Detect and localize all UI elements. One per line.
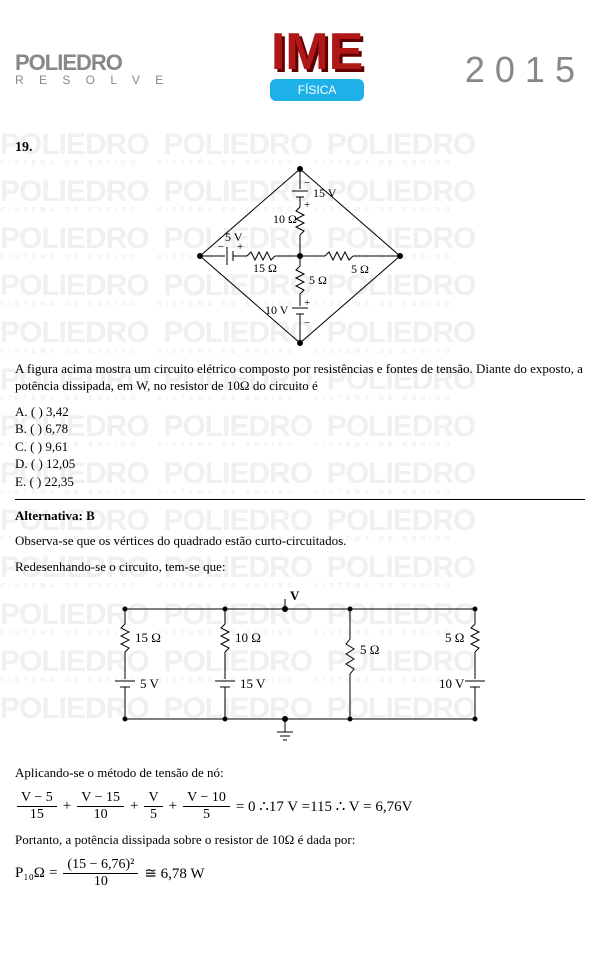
options-list: A. ( ) 3,42 B. ( ) 6,78 C. ( ) 9,61 D. (… <box>15 403 585 491</box>
option-e: E. ( ) 22,35 <box>15 473 585 491</box>
brand-logo: POLIEDRO R E S O L V E <box>15 53 169 87</box>
svg-text:V: V <box>290 588 300 603</box>
option-c: C. ( ) 9,61 <box>15 438 585 456</box>
question-text: A figura acima mostra um circuito elétri… <box>15 361 585 395</box>
svg-text:5 Ω: 5 Ω <box>351 262 369 276</box>
option-b: B. ( ) 6,78 <box>15 420 585 438</box>
ime-logo: IME <box>270 29 365 76</box>
svg-text:+: + <box>304 297 310 309</box>
svg-text:+: + <box>304 199 310 211</box>
svg-text:−: − <box>304 177 310 189</box>
svg-text:10 Ω: 10 Ω <box>273 212 297 226</box>
svg-text:5 Ω: 5 Ω <box>309 273 327 287</box>
power-equation: P₁₀Ω = (15 − 6,76)²10 ≅ 6,78 W <box>15 857 585 890</box>
question-number: 19. <box>15 140 585 156</box>
option-a: A. ( ) 3,42 <box>15 403 585 421</box>
node-equation: V − 515 + V − 1510 + V5 + V − 105 = 0 ∴1… <box>15 790 585 823</box>
center-logo: IME FÍSICA <box>270 29 365 102</box>
svg-text:10 V: 10 V <box>439 676 465 691</box>
svg-text:−: − <box>218 241 224 253</box>
solution-p1: Observa-se que os vértices do quadrado e… <box>15 532 585 550</box>
divider <box>15 499 585 500</box>
subject-badge: FÍSICA <box>270 79 365 101</box>
option-d: D. ( ) 12,05 <box>15 455 585 473</box>
circuit-diagram-2: V 15 Ω 10 Ω 5 Ω 5 Ω 5 V 15 V 10 V <box>15 584 585 754</box>
answer-label: Alternativa: B <box>15 508 585 524</box>
svg-text:−: − <box>304 317 310 329</box>
exam-year: 2015 <box>465 49 585 91</box>
svg-text:5 Ω: 5 Ω <box>360 642 379 657</box>
brand-top: POLIEDRO <box>15 53 169 73</box>
solution-method: Aplicando-se o método de tensão de nó: <box>15 764 585 782</box>
solution-final: Portanto, a potência dissipada sobre o r… <box>15 831 585 849</box>
brand-bot: R E S O L V E <box>15 73 169 87</box>
svg-text:5 Ω: 5 Ω <box>445 630 464 645</box>
svg-text:10 V: 10 V <box>265 303 289 317</box>
svg-text:15 Ω: 15 Ω <box>135 630 161 645</box>
svg-text:+: + <box>237 241 243 253</box>
svg-text:10 Ω: 10 Ω <box>235 630 261 645</box>
svg-text:15 V: 15 V <box>240 676 266 691</box>
svg-text:5 V: 5 V <box>140 676 160 691</box>
svg-text:15 V: 15 V <box>313 186 337 200</box>
svg-text:15 Ω: 15 Ω <box>253 261 277 275</box>
circuit-diagram-1: 15 V 5 V 10 Ω 15 Ω 5 Ω 5 Ω 10 V − + − + … <box>15 161 585 351</box>
solution-p2: Redesenhando-se o circuito, tem-se que: <box>15 558 585 576</box>
